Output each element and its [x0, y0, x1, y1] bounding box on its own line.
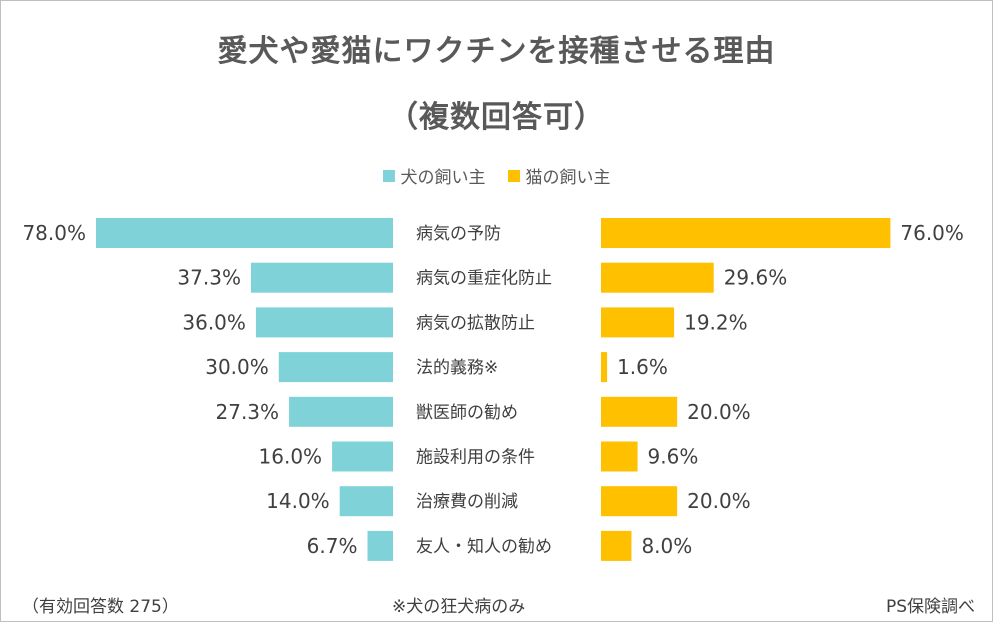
label-cat-3: 1.6%	[617, 355, 668, 379]
bar-dog-0	[96, 218, 393, 248]
legend-label-cat: 猫の飼い主	[525, 168, 611, 188]
bar-dog-6	[339, 486, 393, 517]
label-dog-0: 78.0%	[22, 221, 86, 245]
category-label-4: 獣医師の勧め	[416, 403, 518, 423]
label-cat-2: 19.2%	[684, 310, 748, 334]
label-cat-4: 20.0%	[687, 400, 751, 424]
category-label-2: 病気の拡散防止	[416, 313, 535, 333]
footer-respondents: （有効回答数 275）	[22, 597, 179, 617]
category-label-1: 病気の重症化防止	[416, 269, 552, 289]
category-label-3: 法的義務※	[416, 358, 498, 378]
bar-cat-6	[601, 486, 678, 517]
label-dog-3: 30.0%	[205, 355, 269, 379]
category-label-5: 施設利用の条件	[416, 448, 535, 468]
label-dog-7: 6.7%	[307, 534, 358, 558]
bar-dog-4	[289, 396, 393, 427]
legend: 犬の飼い主 猫の飼い主	[0, 163, 993, 188]
legend-swatch-cat	[507, 169, 520, 182]
legend-label-dog: 犬の飼い主	[400, 168, 486, 188]
bar-cat-1	[601, 262, 714, 293]
category-label-7: 友人・知人の勧め	[416, 537, 552, 557]
label-dog-4: 27.3%	[216, 400, 280, 424]
label-dog-6: 14.0%	[266, 489, 330, 513]
label-cat-1: 29.6%	[724, 266, 788, 290]
bar-cat-4	[601, 396, 678, 427]
bar-cat-3	[601, 352, 608, 383]
bar-dog-1	[250, 262, 393, 293]
bar-dog-2	[255, 307, 393, 338]
bar-cat-0	[601, 218, 891, 248]
chart-title: 愛犬や愛猫にワクチンを接種させる理由	[217, 34, 776, 69]
label-dog-1: 37.3%	[177, 266, 241, 290]
label-cat-5: 9.6%	[648, 445, 699, 469]
label-cat-0: 76.0%	[900, 221, 964, 245]
legend-swatch-dog	[382, 169, 395, 182]
category-label-6: 治療費の削減	[416, 492, 518, 512]
label-dog-5: 16.0%	[259, 445, 323, 469]
bar-cat-7	[601, 530, 632, 561]
chart-subtitle: （複数回答可）	[388, 100, 605, 135]
bar-cat-2	[601, 307, 675, 338]
bar-dog-7	[367, 530, 393, 561]
category-label-0: 病気の予防	[416, 224, 501, 244]
legend-item-cat: 猫の飼い主	[507, 163, 611, 188]
footer-note: ※犬の狂犬病のみ	[392, 597, 526, 617]
bar-cat-5	[601, 441, 638, 472]
bar-dog-3	[278, 352, 393, 383]
legend-item-dog: 犬の飼い主	[382, 163, 486, 188]
label-cat-6: 20.0%	[687, 489, 751, 513]
bar-dog-5	[332, 441, 393, 472]
label-dog-2: 36.0%	[182, 310, 246, 334]
footer-source: PS保険調べ	[885, 597, 975, 617]
label-cat-7: 8.0%	[641, 534, 692, 558]
